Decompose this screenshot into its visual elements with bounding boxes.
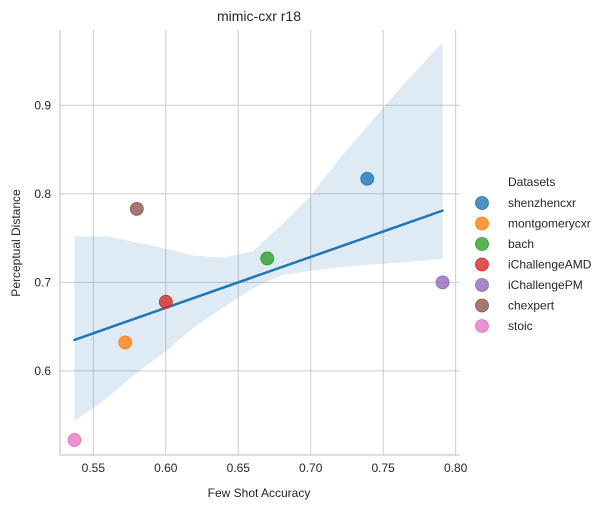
legend-label-bach: bach — [508, 237, 534, 251]
legend-label-montgomerycxr: montgomerycxr — [508, 217, 591, 231]
legend-label-iChallengeAMD: iChallengeAMD — [508, 258, 592, 272]
regression-line — [73, 209, 444, 342]
confidence-band — [74, 42, 443, 422]
plot-area: 0.55 0.60 0.65 0.70 0.75 0.80 0.6 0.7 0.8 0.9 — [34, 30, 468, 475]
point-iChallengeAMD — [158, 294, 173, 309]
point-montgomerycxr — [118, 335, 133, 350]
point-bach — [260, 251, 275, 266]
legend-marker-chexpert — [475, 298, 489, 313]
y-tick-label: 0.6 — [34, 364, 51, 378]
x-axis-label: Few Shot Accuracy — [208, 486, 311, 500]
legend-label-shenzhencxr: shenzhencxr — [508, 196, 576, 210]
point-stoic — [67, 433, 82, 447]
y-tick-label: 0.7 — [34, 275, 51, 289]
x-tick-label: 0.60 — [154, 461, 178, 475]
legend-label-chexpert: chexpert — [508, 299, 555, 313]
chart-title: mimic-cxr r18 — [217, 8, 301, 24]
point-shenzhencxr — [360, 171, 375, 186]
legend-marker-bach — [475, 237, 489, 251]
y-tick-label: 0.8 — [34, 187, 51, 201]
point-chexpert — [129, 201, 144, 216]
x-tick-label: 0.55 — [82, 461, 106, 475]
y-axis-label: Perceptual Distance — [9, 189, 23, 297]
x-tick-label: 0.65 — [227, 461, 251, 475]
legend-marker-montgomerycxr — [475, 216, 489, 231]
x-tick-label: 0.70 — [299, 461, 323, 475]
point-iChallengePM — [435, 275, 450, 290]
x-tick-label: 0.75 — [372, 461, 396, 475]
legend-label-stoic: stoic — [508, 319, 533, 333]
legend-marker-stoic — [475, 319, 489, 333]
legend-marker-iChallengeAMD — [475, 257, 489, 272]
legend-marker-shenzhencxr — [475, 196, 489, 210]
legend-title: Datasets — [508, 175, 555, 189]
legend: Datasets shenzhencxr montgomerycxr bach iCh… — [475, 175, 592, 333]
y-tick-label: 0.9 — [34, 98, 51, 112]
x-tick-label: 0.80 — [444, 461, 468, 475]
legend-marker-iChallengePM — [475, 278, 489, 292]
legend-label-iChallengePM: iChallengePM — [508, 278, 583, 292]
